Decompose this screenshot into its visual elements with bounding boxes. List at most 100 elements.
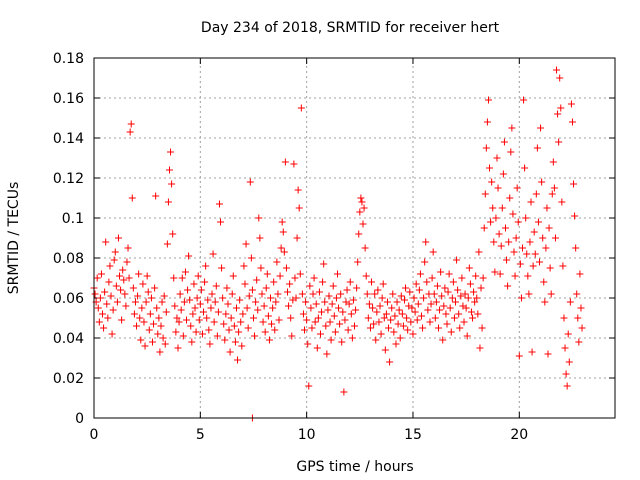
x-tick-label: 10 <box>298 427 316 443</box>
data-point <box>236 296 244 304</box>
data-point <box>211 298 219 306</box>
data-point <box>170 274 178 282</box>
data-point <box>390 328 398 336</box>
data-point <box>103 300 111 308</box>
data-point <box>538 178 546 186</box>
data-point <box>135 270 143 278</box>
data-point <box>362 272 370 280</box>
data-point <box>208 290 216 298</box>
data-point <box>107 292 115 300</box>
data-point <box>210 318 218 326</box>
data-point <box>337 290 345 298</box>
data-point <box>546 264 554 272</box>
data-point <box>226 348 234 356</box>
data-point <box>284 288 292 296</box>
data-point <box>474 310 482 318</box>
data-point <box>259 318 267 326</box>
data-point <box>416 270 424 278</box>
data-point <box>578 324 586 332</box>
data-point <box>232 304 240 312</box>
data-point <box>480 224 488 232</box>
data-point <box>376 302 384 310</box>
data-point <box>271 326 279 334</box>
data-point <box>497 242 505 250</box>
data-point <box>559 262 567 270</box>
data-point <box>355 230 363 238</box>
y-tick-label: 0.12 <box>53 171 84 187</box>
data-point <box>285 302 293 310</box>
data-point <box>545 224 553 232</box>
data-point <box>490 238 498 246</box>
data-point <box>297 104 305 112</box>
data-point <box>436 306 444 314</box>
data-point <box>242 240 250 248</box>
data-point <box>387 316 395 324</box>
data-point <box>506 194 514 202</box>
data-point <box>99 310 107 318</box>
data-point <box>306 282 314 290</box>
data-point <box>134 292 142 300</box>
data-point <box>145 326 153 334</box>
data-point <box>140 318 148 326</box>
data-point <box>467 308 475 316</box>
data-point <box>572 244 580 252</box>
data-point <box>246 178 254 186</box>
data-point <box>318 308 326 316</box>
data-point <box>272 298 280 306</box>
x-axis-label: GPS time / hours <box>296 459 413 475</box>
data-point <box>292 294 300 302</box>
data-point <box>525 290 533 298</box>
data-point <box>195 316 203 324</box>
data-point <box>291 274 299 282</box>
data-point <box>464 294 472 302</box>
data-point <box>227 314 235 322</box>
data-point <box>183 316 191 324</box>
data-point <box>499 170 507 178</box>
data-point <box>419 324 427 332</box>
data-point <box>279 228 287 236</box>
data-point <box>533 144 541 152</box>
data-point <box>524 272 532 280</box>
data-point <box>299 310 307 318</box>
chart-title: Day 234 of 2018, SRMTID for receiver her… <box>201 20 500 36</box>
data-point <box>408 304 416 312</box>
data-point <box>564 330 572 338</box>
data-point <box>260 302 268 310</box>
data-point <box>548 190 556 198</box>
data-point <box>507 148 515 156</box>
data-point <box>563 382 571 390</box>
data-point <box>173 314 181 322</box>
data-point <box>427 300 435 308</box>
data-point <box>361 244 369 252</box>
data-point <box>276 272 284 280</box>
y-axis-label: SRMTID / TECUs <box>6 182 22 295</box>
data-point <box>341 316 349 324</box>
y-tick-label: 0.1 <box>62 211 84 227</box>
data-point <box>494 184 502 192</box>
data-point <box>303 316 311 324</box>
data-point <box>120 276 128 284</box>
data-point <box>555 138 563 146</box>
grid <box>94 58 615 418</box>
data-point <box>495 230 503 238</box>
data-point <box>258 290 266 298</box>
data-point <box>255 214 263 222</box>
data-point <box>213 332 221 340</box>
data-point <box>404 326 412 334</box>
data-point <box>402 284 410 292</box>
data-point <box>156 348 164 356</box>
data-point <box>151 284 159 292</box>
data-point <box>237 318 245 326</box>
data-point <box>375 318 383 326</box>
data-point <box>121 290 129 298</box>
data-point <box>117 286 125 294</box>
data-point <box>147 294 155 302</box>
data-point <box>540 278 548 286</box>
y-tick-label: 0.08 <box>53 251 84 267</box>
data-point <box>487 218 495 226</box>
data-point <box>335 304 343 312</box>
data-point <box>128 194 136 202</box>
data-point <box>344 326 352 334</box>
data-point <box>229 272 237 280</box>
data-point <box>447 328 455 336</box>
